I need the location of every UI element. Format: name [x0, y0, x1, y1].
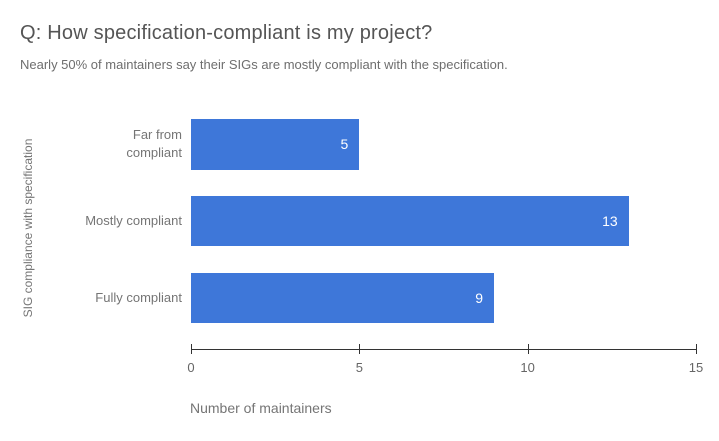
category-label: Far from compliant	[126, 127, 182, 161]
bar-value-label: 13	[602, 213, 618, 229]
bar: 5	[191, 119, 360, 170]
x-axis-tick-label: 10	[520, 360, 535, 375]
category-label: Fully compliant	[95, 289, 182, 305]
x-axis-tick-mark	[359, 344, 361, 354]
x-axis-tick-mark	[696, 344, 697, 354]
x-axis-tick-label: 15	[688, 360, 704, 375]
bar-value-label: 5	[340, 136, 349, 153]
chart-subtitle: Nearly 50% of maintainers say their SIGs…	[20, 57, 508, 72]
chart-title: Q: How specification-compliant is my pro…	[20, 22, 433, 44]
x-axis-line	[191, 349, 697, 350]
bar: 13	[191, 195, 629, 247]
bar: 9	[191, 272, 494, 323]
x-axis-tick-mark	[527, 344, 529, 354]
category-label: Mostly compliant	[85, 213, 182, 228]
bar-value-label: 9	[475, 289, 483, 306]
x-axis-tick-mark	[191, 344, 192, 354]
x-axis-tick-label: 5	[355, 360, 363, 375]
x-axis-tick-label: 0	[187, 360, 195, 375]
x-axis-title: Number of maintainers	[190, 400, 332, 416]
